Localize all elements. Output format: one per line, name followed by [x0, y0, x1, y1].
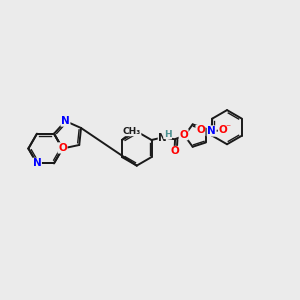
Text: N: N	[207, 126, 216, 136]
Text: O: O	[170, 146, 179, 157]
Text: O: O	[58, 143, 67, 153]
Text: O: O	[196, 125, 205, 135]
Text: N: N	[33, 158, 41, 168]
Text: H: H	[164, 130, 172, 139]
Text: N: N	[158, 133, 167, 142]
Text: N: N	[61, 116, 70, 126]
Text: CH₃: CH₃	[123, 127, 141, 136]
Text: O: O	[218, 125, 227, 135]
Text: ⁻: ⁻	[226, 124, 231, 134]
Text: O: O	[179, 130, 188, 140]
